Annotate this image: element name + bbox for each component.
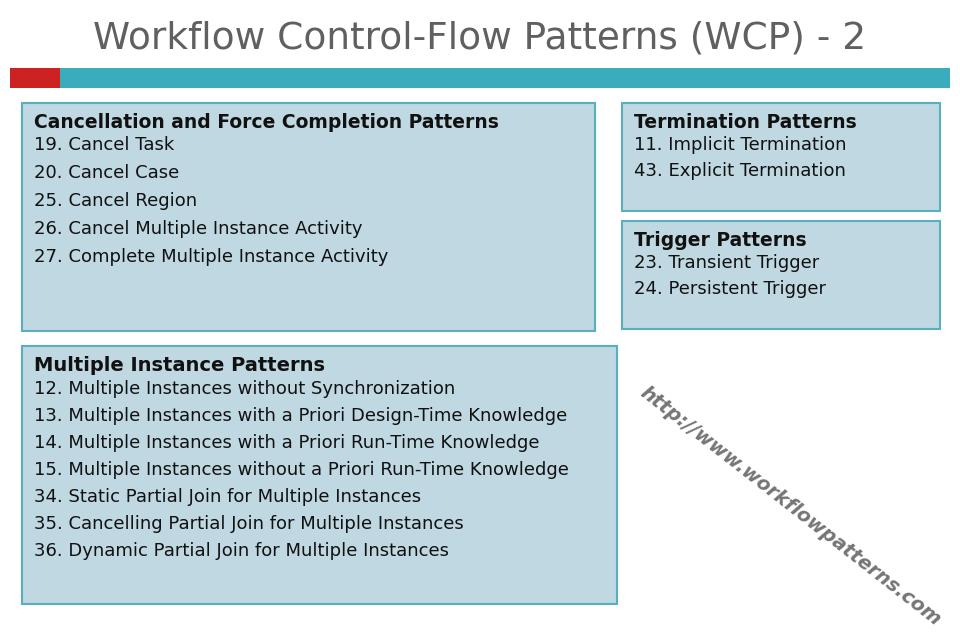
- Text: 26. Cancel Multiple Instance Activity: 26. Cancel Multiple Instance Activity: [34, 220, 363, 238]
- Text: Workflow Control-Flow Patterns (WCP) - 2: Workflow Control-Flow Patterns (WCP) - 2: [93, 20, 867, 56]
- Text: Cancellation and Force Completion Patterns: Cancellation and Force Completion Patter…: [34, 113, 499, 132]
- FancyBboxPatch shape: [22, 346, 617, 604]
- Text: 34. Static Partial Join for Multiple Instances: 34. Static Partial Join for Multiple Ins…: [34, 487, 421, 506]
- Text: 15. Multiple Instances without a Priori Run-Time Knowledge: 15. Multiple Instances without a Priori …: [34, 461, 569, 478]
- Text: 12. Multiple Instances without Synchronization: 12. Multiple Instances without Synchroni…: [34, 380, 455, 397]
- Text: 24. Persistent Trigger: 24. Persistent Trigger: [634, 280, 826, 298]
- FancyBboxPatch shape: [22, 103, 595, 331]
- Text: 19. Cancel Task: 19. Cancel Task: [34, 136, 175, 154]
- Text: 23. Transient Trigger: 23. Transient Trigger: [634, 254, 819, 272]
- Text: Termination Patterns: Termination Patterns: [634, 113, 856, 132]
- FancyBboxPatch shape: [622, 221, 940, 329]
- FancyBboxPatch shape: [10, 68, 60, 88]
- Text: 43. Explicit Termination: 43. Explicit Termination: [634, 162, 846, 180]
- Text: 13. Multiple Instances with a Priori Design-Time Knowledge: 13. Multiple Instances with a Priori Des…: [34, 406, 567, 425]
- Text: 25. Cancel Region: 25. Cancel Region: [34, 192, 197, 210]
- Text: 36. Dynamic Partial Join for Multiple Instances: 36. Dynamic Partial Join for Multiple In…: [34, 541, 449, 559]
- Text: http://www.workflowpatterns.com: http://www.workflowpatterns.com: [636, 383, 944, 630]
- FancyBboxPatch shape: [60, 68, 950, 88]
- Text: 20. Cancel Case: 20. Cancel Case: [34, 164, 180, 182]
- Text: 14. Multiple Instances with a Priori Run-Time Knowledge: 14. Multiple Instances with a Priori Run…: [34, 434, 540, 452]
- Text: Trigger Patterns: Trigger Patterns: [634, 231, 806, 250]
- Text: 35. Cancelling Partial Join for Multiple Instances: 35. Cancelling Partial Join for Multiple…: [34, 515, 464, 533]
- Text: Multiple Instance Patterns: Multiple Instance Patterns: [34, 356, 325, 375]
- Text: 27. Complete Multiple Instance Activity: 27. Complete Multiple Instance Activity: [34, 248, 389, 266]
- FancyBboxPatch shape: [622, 103, 940, 211]
- Text: 11. Implicit Termination: 11. Implicit Termination: [634, 136, 847, 154]
